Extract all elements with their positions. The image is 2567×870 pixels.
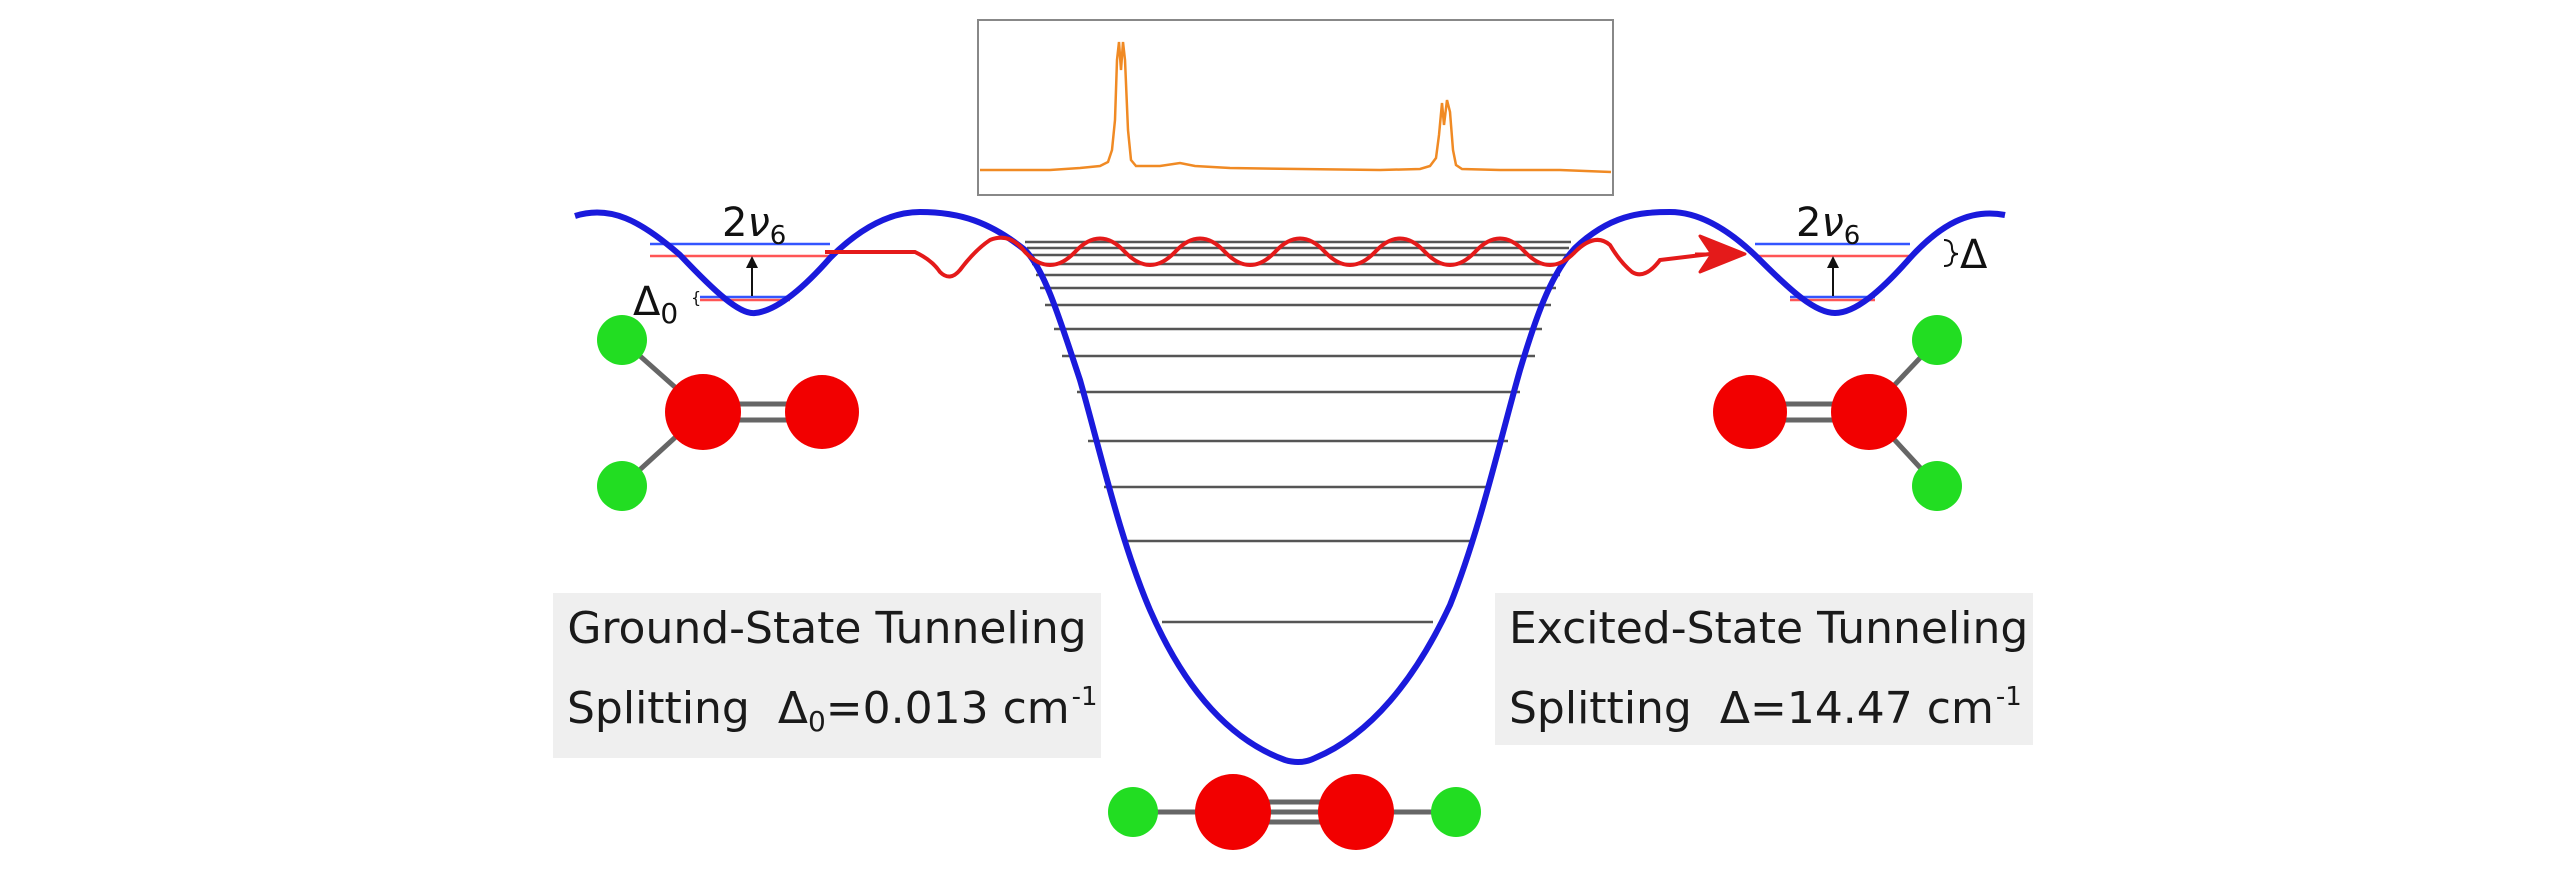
excited-state-caption: Excited-State Tunneling Splitting Δ=14.4… — [1495, 593, 2033, 745]
spectrum-frame — [977, 19, 1614, 196]
carbon-atom — [1318, 774, 1394, 850]
vinylidene-molecule-icon-right — [1713, 315, 1962, 511]
label-delta0-left: Δ0 — [633, 279, 678, 330]
hydrogen-atom — [1431, 787, 1481, 837]
arrow-right-icon — [1695, 234, 1747, 274]
hydrogen-atom — [1912, 461, 1962, 511]
delta0-tick: { — [691, 288, 701, 307]
central-well-levels — [1025, 240, 1571, 624]
unit-superscript: -1 — [1071, 682, 1098, 712]
label-2nu6-left: 2ν6 — [722, 200, 786, 251]
splitting-word: Splitting — [567, 683, 750, 734]
label-delta-right: Δ — [1960, 232, 1988, 278]
carbon-atom — [1831, 374, 1907, 450]
splitting-brace — [1943, 239, 1959, 267]
ground-caption-value: Splitting Δ0=0.013 cm-1 — [567, 663, 1098, 756]
arrowhead-up-icon — [1827, 256, 1839, 268]
vinylidene-molecule-icon — [597, 315, 859, 511]
ground-caption-title: Ground-State Tunneling — [567, 603, 1087, 654]
splitting-value: =0.013 cm — [825, 683, 1070, 734]
excited-caption-title: Excited-State Tunneling — [1509, 603, 2029, 654]
excited-caption-value: Splitting Δ=14.47 cm-1 — [1509, 663, 2022, 743]
ground-state-caption: Ground-State Tunneling Splitting Δ0=0.01… — [553, 593, 1101, 758]
hydrogen-atom — [597, 461, 647, 511]
carbon-atom — [1713, 375, 1787, 449]
unit-superscript: -1 — [1995, 682, 2022, 712]
spectrum-trace — [980, 41, 1612, 174]
carbon-atom — [785, 375, 859, 449]
carbon-atom — [1195, 774, 1271, 850]
splitting-value: =14.47 cm — [1749, 683, 1994, 734]
hydrogen-atom — [597, 315, 647, 365]
label-2nu6-right: 2ν6 — [1796, 200, 1860, 251]
delta-symbol: Δ — [1719, 683, 1750, 734]
wavefunction — [825, 235, 1711, 279]
hydrogen-atom — [1108, 787, 1158, 837]
potential-curve — [574, 209, 2006, 766]
arrowhead-up-icon — [746, 256, 758, 268]
splitting-word: Splitting — [1509, 683, 1692, 734]
acetylene-molecule-icon — [1108, 774, 1481, 850]
carbon-atom — [665, 374, 741, 450]
spectrum-inset — [977, 19, 1614, 196]
delta-symbol: Δ — [777, 683, 808, 734]
hydrogen-atom — [1912, 315, 1962, 365]
delta-subscript: 0 — [807, 705, 826, 738]
